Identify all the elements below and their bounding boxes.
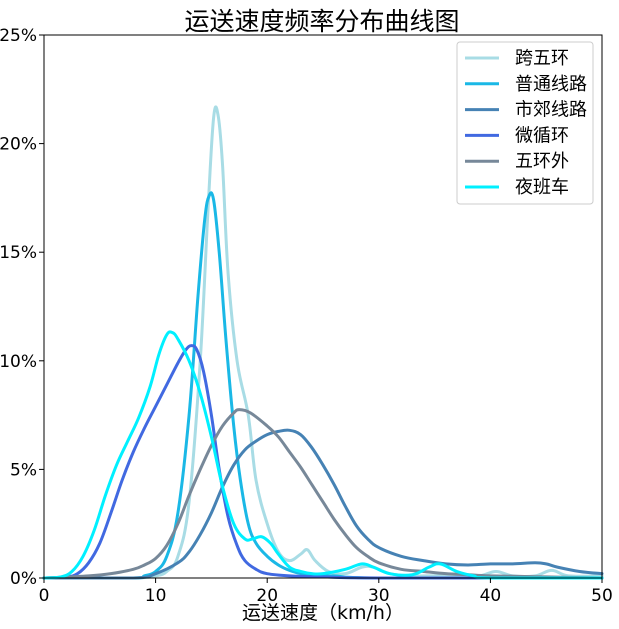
series-layer [42, 105, 604, 580]
series-line-6 [42, 330, 604, 580]
plot-area [43, 34, 603, 579]
x-tick-label: 40 [480, 586, 502, 606]
y-tick-label: 5% [10, 460, 37, 480]
y-tick-label: 10% [0, 352, 37, 372]
x-axis-title: 运送速度（km/h） [242, 602, 404, 624]
series-line-4 [42, 344, 604, 580]
series-line-3 [42, 428, 604, 580]
legend-label-4: 微循环 [515, 125, 569, 146]
legend-label-2: 普通线路 [515, 74, 587, 95]
y-tick-label: 25% [0, 26, 37, 46]
x-tick-label: 10 [145, 586, 167, 606]
y-tick-label: 15% [0, 243, 37, 263]
legend-label-3: 市郊线路 [515, 100, 587, 121]
y-tick-label: 0% [10, 569, 37, 589]
x-tick-label: 20 [256, 586, 278, 606]
y-axis: 0% 5% 10% 15% 20% 25% [0, 26, 44, 589]
chart-title: 运送速度频率分布曲线图 [184, 7, 459, 36]
legend-label-6: 夜班车 [515, 177, 569, 198]
x-tick-label: 30 [368, 586, 390, 606]
x-tick-label: 50 [591, 586, 613, 606]
legend-label-1: 跨五环 [515, 48, 569, 69]
x-axis: 0 10 20 30 40 50 [39, 578, 613, 606]
series-line-2 [42, 191, 604, 580]
series-line-5 [42, 408, 604, 580]
x-tick-label: 0 [39, 586, 50, 606]
y-tick-label: 20% [0, 135, 37, 155]
legend-label-5: 五环外 [515, 151, 569, 172]
